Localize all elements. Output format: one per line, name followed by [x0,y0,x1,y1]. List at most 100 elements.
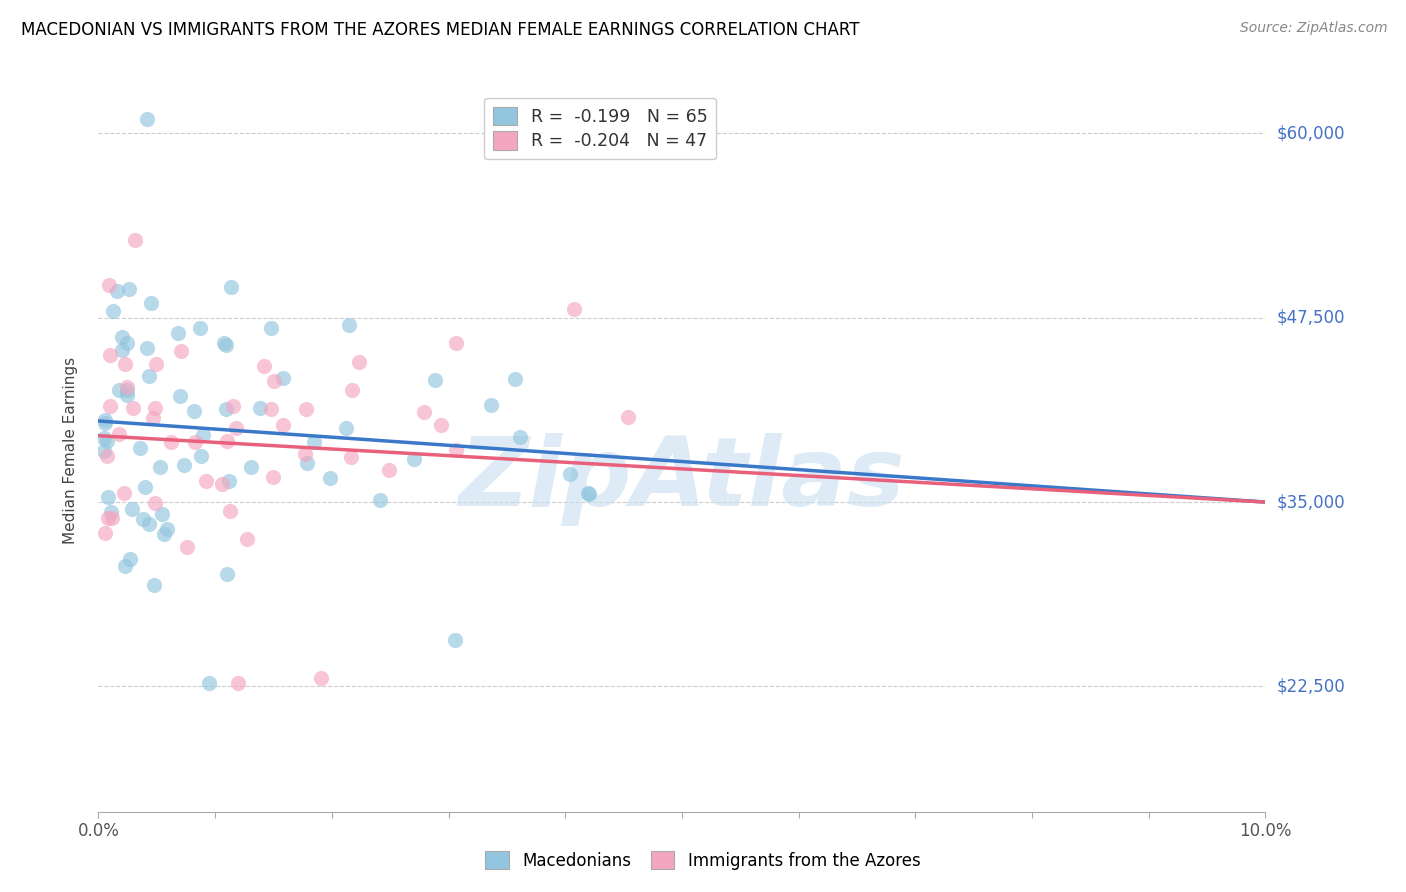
Point [129,442,152,456]
Point [97,278,120,293]
Point [121,502,143,516]
Point [134,480,156,494]
Point [347,355,370,369]
Point [115,379,138,393]
Point [423,373,446,387]
Point [217,567,239,582]
Point [342,383,364,397]
Point [143,496,166,510]
Point [98,399,121,413]
Point [183,404,205,418]
Point [509,430,531,444]
Point [153,527,176,541]
Text: $60,000: $60,000 [1277,125,1346,143]
Point [105,284,128,298]
Point [211,477,233,491]
Point [302,434,325,449]
Point [260,320,283,334]
Point [135,112,157,126]
Point [217,434,239,449]
Point [503,371,526,385]
Point [191,428,214,442]
Point [97,510,120,524]
Point [138,369,160,384]
Y-axis label: Median Female Earnings: Median Female Earnings [63,357,77,544]
Point [98,348,121,362]
Point [239,459,262,474]
Point [176,540,198,554]
Point [271,371,294,385]
Point [150,507,173,521]
Point [96,434,118,449]
Point [94,412,117,426]
Point [212,336,235,351]
Point [138,516,160,531]
Point [139,295,162,310]
Point [149,459,172,474]
Point [122,401,145,415]
Point [94,526,117,541]
Point [378,462,401,476]
Point [249,401,271,415]
Point [215,402,238,417]
Point [335,421,357,435]
Point [101,511,124,525]
Point [101,304,124,318]
Point [271,418,294,433]
Point [294,401,316,416]
Point [340,450,363,465]
Point [124,233,146,247]
Point [195,474,218,488]
Text: $47,500: $47,500 [1277,309,1346,326]
Point [145,401,167,415]
Point [115,387,138,401]
Point [115,383,138,397]
Text: $35,000: $35,000 [1277,493,1346,511]
Point [253,359,276,374]
Point [430,417,453,432]
Point [97,490,120,504]
Point [578,487,600,501]
Point [142,578,165,592]
Point [444,442,467,457]
Point [145,357,167,371]
Point [173,458,195,472]
Point [576,486,599,500]
Point [616,410,638,425]
Point [319,471,342,485]
Point [337,318,360,333]
Point [402,451,425,466]
Point [111,343,134,358]
Point [135,341,157,355]
Point [166,326,188,341]
Point [413,405,436,419]
Point [228,675,250,690]
Point [260,402,283,417]
Point [297,456,319,470]
Point [444,336,467,351]
Text: $22,500: $22,500 [1277,677,1346,696]
Point [114,559,136,574]
Point [93,444,115,458]
Point [112,486,135,500]
Point [159,434,181,449]
Point [198,676,221,690]
Point [236,532,259,546]
Point [183,434,205,449]
Text: Source: ZipAtlas.com: Source: ZipAtlas.com [1240,21,1388,35]
Point [560,467,582,482]
Point [222,400,245,414]
Point [132,512,155,526]
Point [309,671,332,685]
Point [93,431,115,445]
Text: ZipAtlas: ZipAtlas [458,433,905,526]
Point [225,421,247,435]
Point [169,389,191,403]
Point [218,504,240,518]
Point [115,335,138,350]
Point [262,470,284,484]
Point [562,301,585,316]
Point [479,398,502,412]
Point [100,505,122,519]
Point [96,449,118,463]
